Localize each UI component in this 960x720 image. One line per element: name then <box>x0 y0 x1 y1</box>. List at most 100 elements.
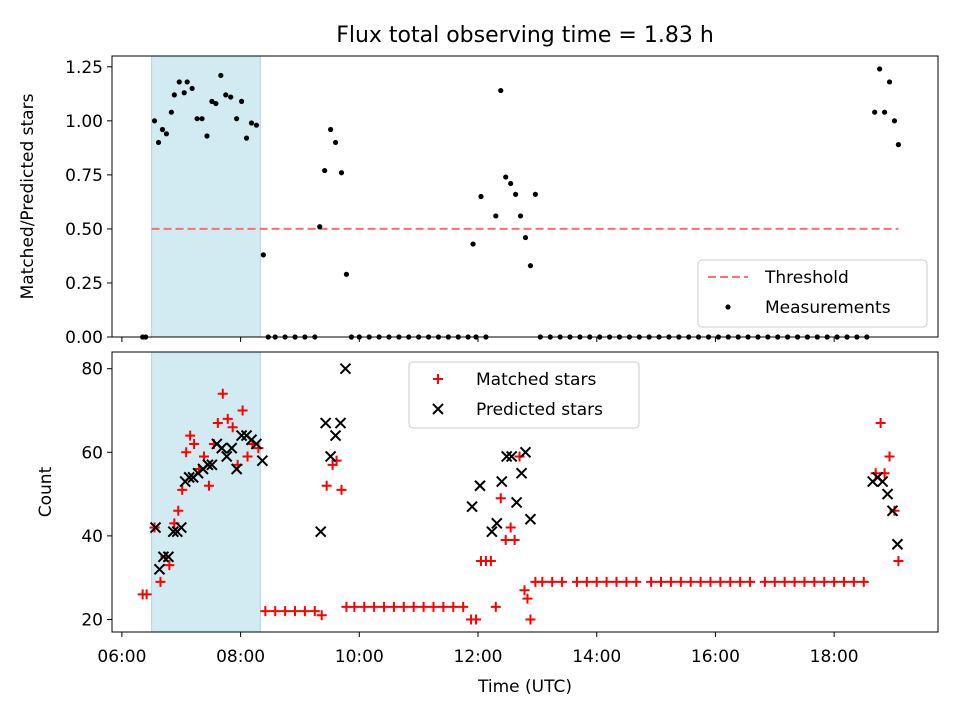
measurement-point <box>343 271 350 277</box>
matched-stars-point <box>809 576 820 587</box>
measurement-point <box>228 94 234 100</box>
matched-stars-point <box>349 601 360 612</box>
matched-stars-point <box>505 522 516 533</box>
y-tick-label: 80 <box>81 360 103 380</box>
predicted-stars-point <box>216 442 228 454</box>
measurement-point <box>338 170 345 176</box>
matched-stars-point <box>237 405 248 416</box>
y-tick-label: 0.25 <box>65 274 103 294</box>
matched-stars-point <box>260 606 271 617</box>
x-tick-label: 06:00 <box>97 647 146 667</box>
matched-stars-point <box>759 576 770 587</box>
matched-stars-point <box>705 576 716 587</box>
matched-stars-point <box>203 480 214 491</box>
matched-stars-point <box>448 601 459 612</box>
measurement-point <box>171 92 177 98</box>
matched-stars-point <box>369 601 380 612</box>
matched-stars-point <box>547 576 558 587</box>
measurement-point <box>493 213 499 219</box>
measurement-point <box>253 122 260 128</box>
predicted-stars-point <box>505 450 518 463</box>
measurement-point <box>260 252 266 258</box>
matched-stars-point <box>601 576 612 587</box>
measurement-point <box>328 126 334 133</box>
y-tick-label: 0.50 <box>65 220 103 240</box>
matched-stars-point <box>185 430 196 441</box>
matched-stars-point <box>164 560 175 571</box>
matched-stars-point <box>525 614 536 625</box>
matched-stars-point <box>173 505 184 516</box>
measurement-point <box>895 142 902 148</box>
measurement-point <box>218 72 224 79</box>
predicted-stars-point <box>149 521 162 534</box>
measurement-point <box>213 100 219 107</box>
predicted-stars-point <box>315 525 327 538</box>
predicted-stars-point <box>221 450 233 463</box>
predicted-stars-point <box>515 467 528 479</box>
predicted-stars-point <box>250 438 263 450</box>
matched-stars-point <box>189 438 200 449</box>
axes-frame <box>111 55 939 338</box>
y-axis-label: Matched/Predicted stars <box>18 93 38 299</box>
predicted-stars-point <box>466 500 478 513</box>
x-tick-label: 16:00 <box>691 647 740 667</box>
measurement-point <box>176 79 182 85</box>
predicted-stars-point <box>167 525 180 538</box>
predicted-stars-point <box>474 480 486 492</box>
matched-stars-point <box>155 576 166 587</box>
measurement-point <box>470 241 476 247</box>
matched-stars-point <box>695 576 706 587</box>
measurement-point <box>891 118 898 124</box>
matched-stars-point <box>471 614 482 625</box>
matched-stars-point <box>321 480 332 491</box>
measurement-point <box>532 191 538 197</box>
predicted-stars-point <box>202 459 214 471</box>
matched-stars-point <box>212 418 223 429</box>
matched-stars-point <box>227 422 238 433</box>
measurement-point <box>872 109 878 115</box>
measurement-point <box>204 133 210 139</box>
matched-stars-point <box>571 576 582 587</box>
matched-stars-point <box>418 601 429 612</box>
matched-stars-point <box>485 555 496 566</box>
matched-stars-point <box>557 576 568 587</box>
matched-stars-point <box>715 576 726 587</box>
measurement-point <box>168 109 174 115</box>
axes-frame <box>111 351 939 633</box>
matched-stars-point <box>611 576 622 587</box>
measurement-point <box>322 167 328 174</box>
x-tick-label: 12:00 <box>454 647 503 667</box>
predicted-stars-point <box>519 446 532 459</box>
measurement-point <box>151 118 158 124</box>
legend-matched-swatch <box>433 374 443 384</box>
measurement-point <box>163 131 170 137</box>
measurement-point <box>886 79 893 85</box>
measurement-point <box>527 263 534 269</box>
measurement-point <box>522 234 529 241</box>
measurement-point <box>317 224 323 230</box>
matched-stars-point <box>458 601 469 612</box>
matched-stars-point <box>621 576 632 587</box>
measurement-point <box>223 92 229 98</box>
y-tick-label: 40 <box>81 527 103 547</box>
predicted-stars-point <box>891 538 904 550</box>
legend-box <box>408 361 640 429</box>
matched-stars-point <box>725 576 736 587</box>
matched-stars-point <box>769 576 780 587</box>
matched-stars-point <box>519 585 530 596</box>
predicted-stars-point <box>886 505 899 517</box>
matched-stars-point <box>799 576 810 587</box>
measurement-point <box>503 174 509 180</box>
matched-stars-point <box>858 576 869 587</box>
legend-matched-label: Matched stars <box>476 370 596 390</box>
predicted-stars-point <box>500 450 513 463</box>
matched-stars-point <box>665 576 676 587</box>
predicted-stars-point <box>230 463 243 475</box>
matched-stars-point <box>631 576 642 587</box>
matched-stars-point <box>500 535 511 546</box>
matched-stars-point <box>884 451 895 462</box>
matched-stars-point <box>646 576 657 587</box>
matched-stars-point <box>280 606 291 617</box>
